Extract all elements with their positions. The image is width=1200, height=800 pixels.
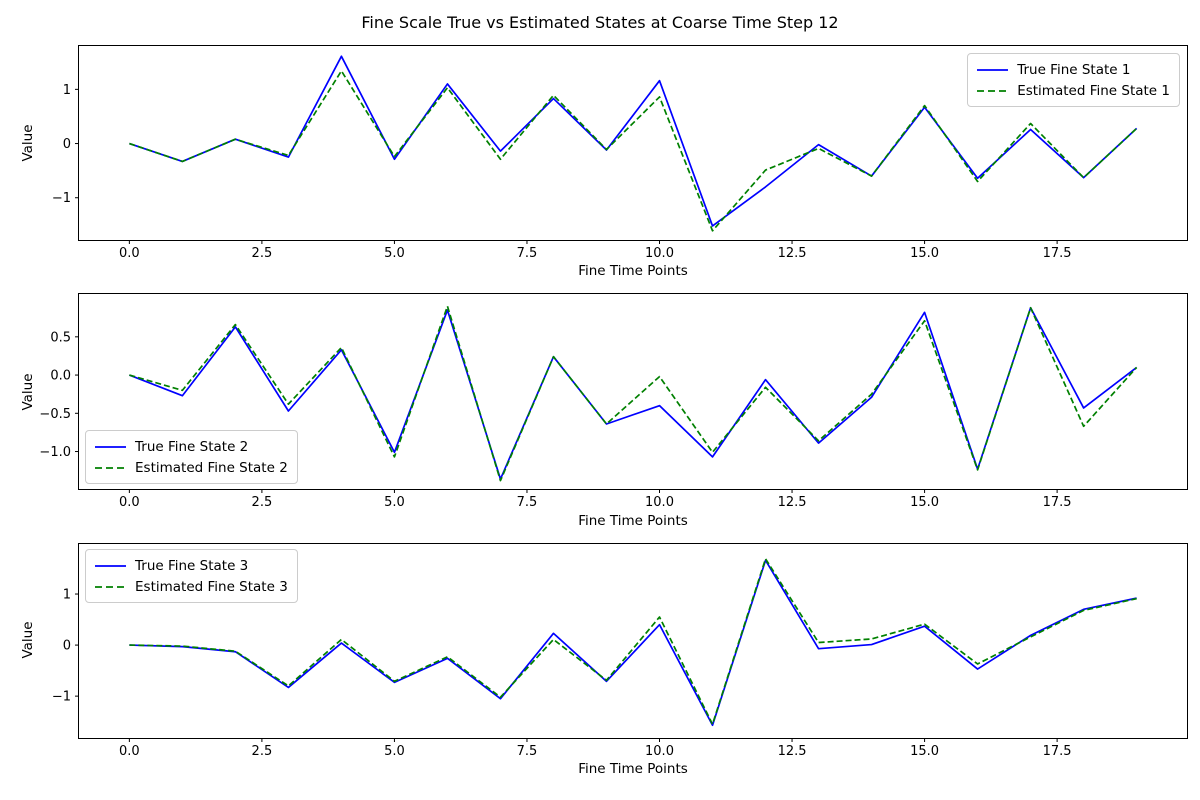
svg-text:5.0: 5.0 xyxy=(384,495,405,510)
svg-text:5.0: 5.0 xyxy=(384,246,405,261)
legend-3: True Fine State 3 Estimated Fine State 3 xyxy=(85,549,298,603)
legend-entry-true-2: True Fine State 2 xyxy=(95,436,288,457)
svg-text:0.0: 0.0 xyxy=(119,744,140,759)
line-chart-3: 0.0 2.5 5.0 7.5 10.0 12.5 15.0 17.5 1 0 −1 xyxy=(52,557,1137,759)
y-axis-label-2: Value xyxy=(20,373,36,411)
legend-2: True Fine State 2 Estimated Fine State 2 xyxy=(85,430,298,484)
svg-text:0.0: 0.0 xyxy=(119,246,140,261)
y-axis-label-1: Value xyxy=(20,124,36,162)
figure-title: Fine Scale True vs Estimated States at C… xyxy=(361,13,839,32)
x-axis-label-2: Fine Time Points xyxy=(578,513,688,529)
svg-text:15.0: 15.0 xyxy=(910,246,939,261)
dashed-line-sample-icon xyxy=(95,466,126,469)
svg-text:2.5: 2.5 xyxy=(252,495,273,510)
svg-text:15.0: 15.0 xyxy=(910,744,939,759)
legend-1: True Fine State 1 Estimated Fine State 1 xyxy=(967,53,1180,107)
plot-area-2: 0.0 2.5 5.0 7.5 10.0 12.5 15.0 17.5 0.5 0.0 −0.5 −1… xyxy=(39,293,1188,510)
solid-line-sample-icon xyxy=(977,68,1009,71)
svg-text:0: 0 xyxy=(63,137,71,152)
legend-label: True Fine State 1 xyxy=(1017,61,1131,78)
svg-text:0.0: 0.0 xyxy=(50,369,71,384)
svg-text:−1: −1 xyxy=(52,690,71,705)
legend-label: True Fine State 3 xyxy=(135,557,249,574)
svg-text:17.5: 17.5 xyxy=(1043,744,1072,759)
svg-text:7.5: 7.5 xyxy=(517,495,538,510)
svg-text:2.5: 2.5 xyxy=(252,744,273,759)
svg-text:12.5: 12.5 xyxy=(778,495,807,510)
svg-text:15.0: 15.0 xyxy=(910,495,939,510)
svg-text:5.0: 5.0 xyxy=(384,744,405,759)
line-chart-1: 0.0 2.5 5.0 7.5 10.0 12.5 15.0 17.5 1 0 −1 xyxy=(52,55,1138,261)
svg-text:2.5: 2.5 xyxy=(252,246,273,261)
legend-entry-true-1: True Fine State 1 xyxy=(977,59,1170,80)
svg-text:17.5: 17.5 xyxy=(1043,246,1072,261)
svg-text:1: 1 xyxy=(63,83,71,98)
svg-text:7.5: 7.5 xyxy=(517,246,538,261)
dashed-line-sample-icon xyxy=(977,89,1009,92)
svg-text:7.5: 7.5 xyxy=(517,744,538,759)
legend-label: True Fine State 2 xyxy=(135,438,249,455)
svg-text:1: 1 xyxy=(63,588,71,603)
x-axis-label-3: Fine Time Points xyxy=(578,761,688,777)
plot-area-3: 0.0 2.5 5.0 7.5 10.0 12.5 15.0 17.5 1 0 −1 True Fi… xyxy=(52,543,1188,759)
legend-label: Estimated Fine State 2 xyxy=(135,459,288,476)
svg-text:10.0: 10.0 xyxy=(645,744,674,759)
legend-entry-estimated-1: Estimated Fine State 1 xyxy=(977,80,1170,101)
legend-entry-estimated-2: Estimated Fine State 2 xyxy=(95,457,288,478)
x-axis-label-1: Fine Time Points xyxy=(578,263,688,279)
svg-text:−0.5: −0.5 xyxy=(39,407,71,422)
dashed-line-sample-icon xyxy=(95,585,126,588)
svg-text:12.5: 12.5 xyxy=(778,246,807,261)
legend-entry-estimated-3: Estimated Fine State 3 xyxy=(95,576,288,597)
svg-text:10.0: 10.0 xyxy=(645,495,674,510)
legend-label: Estimated Fine State 1 xyxy=(1017,82,1170,99)
svg-text:−1.0: −1.0 xyxy=(39,445,71,460)
line-chart-2: 0.0 2.5 5.0 7.5 10.0 12.5 15.0 17.5 0.5 0.0 −0.5 −1… xyxy=(39,305,1138,510)
legend-label: Estimated Fine State 3 xyxy=(135,578,288,595)
y-axis-label-3: Value xyxy=(20,621,36,659)
solid-line-sample-icon xyxy=(95,564,126,567)
solid-line-sample-icon xyxy=(95,445,126,448)
legend-entry-true-3: True Fine State 3 xyxy=(95,555,288,576)
svg-text:−1: −1 xyxy=(52,191,71,206)
svg-text:0.0: 0.0 xyxy=(119,495,140,510)
svg-text:0: 0 xyxy=(63,639,71,654)
svg-text:0.5: 0.5 xyxy=(50,330,71,345)
svg-text:17.5: 17.5 xyxy=(1043,495,1072,510)
plot-area-1: 0.0 2.5 5.0 7.5 10.0 12.5 15.0 17.5 1 0 −1 True Fi… xyxy=(52,45,1188,261)
svg-text:12.5: 12.5 xyxy=(778,744,807,759)
svg-text:10.0: 10.0 xyxy=(645,246,674,261)
